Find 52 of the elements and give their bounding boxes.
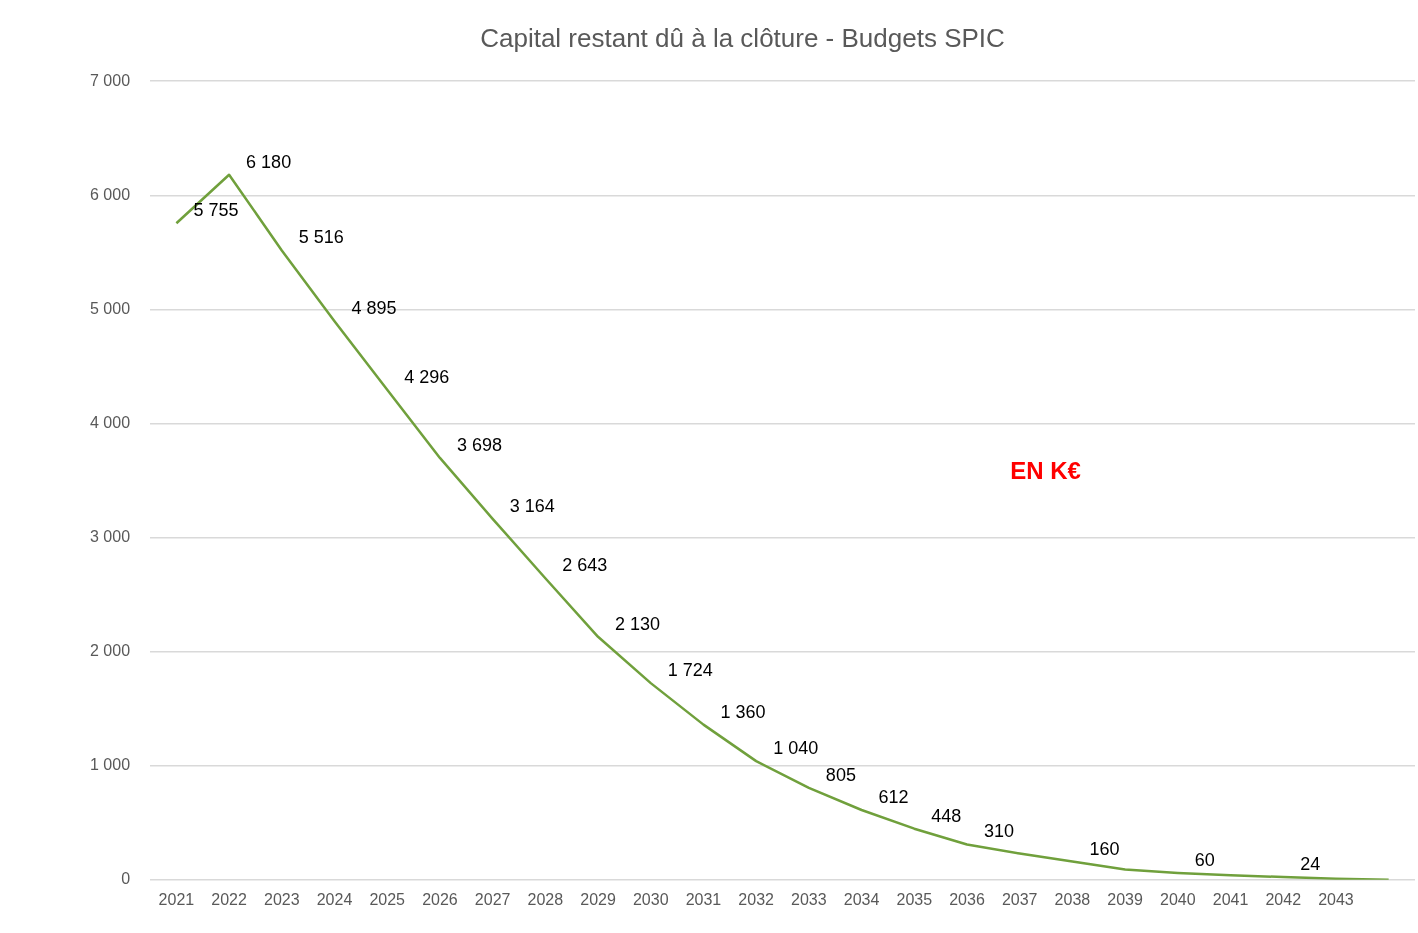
data-label: 6 180 — [246, 151, 292, 172]
x-tick-label: 2029 — [580, 890, 616, 908]
data-label: 612 — [878, 786, 909, 807]
data-label: 2 643 — [562, 555, 608, 576]
data-label: 1 360 — [720, 701, 766, 722]
x-tick-label: 2035 — [896, 890, 933, 908]
x-tick-label: 2042 — [1265, 890, 1302, 908]
data-label: 3 164 — [509, 495, 555, 516]
x-tick-label: 2026 — [422, 890, 458, 908]
x-tick-label: 2024 — [316, 890, 353, 908]
x-tick-label: 2043 — [1318, 890, 1354, 908]
data-label: 448 — [931, 805, 962, 826]
data-label: 805 — [825, 764, 856, 785]
data-label: 24 — [1300, 854, 1321, 875]
data-label: 4 296 — [404, 366, 450, 387]
x-tick-label: 2036 — [949, 890, 985, 908]
annotation: EN K€ — [1010, 457, 1081, 485]
x-tick-label: 2028 — [527, 890, 564, 908]
x-tick-label: 2030 — [632, 890, 669, 908]
x-tick-label: 2023 — [264, 890, 300, 908]
data-label: 160 — [1089, 838, 1120, 859]
x-tick-label: 2025 — [369, 890, 406, 908]
data-label: 5 755 — [193, 200, 239, 221]
data-label: 5 516 — [298, 227, 344, 248]
y-tick-label: 0 — [121, 870, 131, 888]
data-label: 3 698 — [456, 434, 502, 455]
x-tick-label: 2037 — [1001, 890, 1038, 908]
y-tick-label: 7 000 — [89, 71, 131, 89]
data-label: 1 724 — [667, 660, 713, 681]
data-label: 4 895 — [351, 298, 397, 319]
x-tick-label: 2027 — [474, 890, 511, 908]
data-label: 60 — [1194, 849, 1215, 870]
x-tick-label: 2033 — [791, 890, 827, 908]
y-tick-label: 5 000 — [89, 299, 131, 317]
x-tick-label: 2038 — [1054, 890, 1091, 908]
data-label: 1 040 — [773, 738, 819, 759]
y-tick-label: 4 000 — [89, 413, 131, 431]
y-tick-label: 1 000 — [89, 756, 131, 774]
y-tick-label: 2 000 — [89, 642, 131, 660]
chart-title: Capital restant dû à la clôture - Budgets SPIC — [480, 22, 1005, 53]
y-tick-label: 3 000 — [89, 527, 131, 545]
data-label: 2 130 — [615, 613, 661, 634]
x-tick-label: 2031 — [685, 890, 722, 908]
data-label: 310 — [983, 821, 1015, 842]
y-tick-label: 6 000 — [89, 185, 131, 203]
x-tick-label: 2021 — [158, 890, 195, 908]
x-tick-label: 2039 — [1107, 890, 1144, 908]
x-tick-label: 2040 — [1160, 890, 1196, 908]
x-tick-label: 2041 — [1212, 890, 1249, 908]
x-tick-label: 2034 — [843, 890, 880, 908]
x-tick-label: 2032 — [738, 890, 775, 908]
x-tick-label: 2022 — [211, 890, 247, 908]
